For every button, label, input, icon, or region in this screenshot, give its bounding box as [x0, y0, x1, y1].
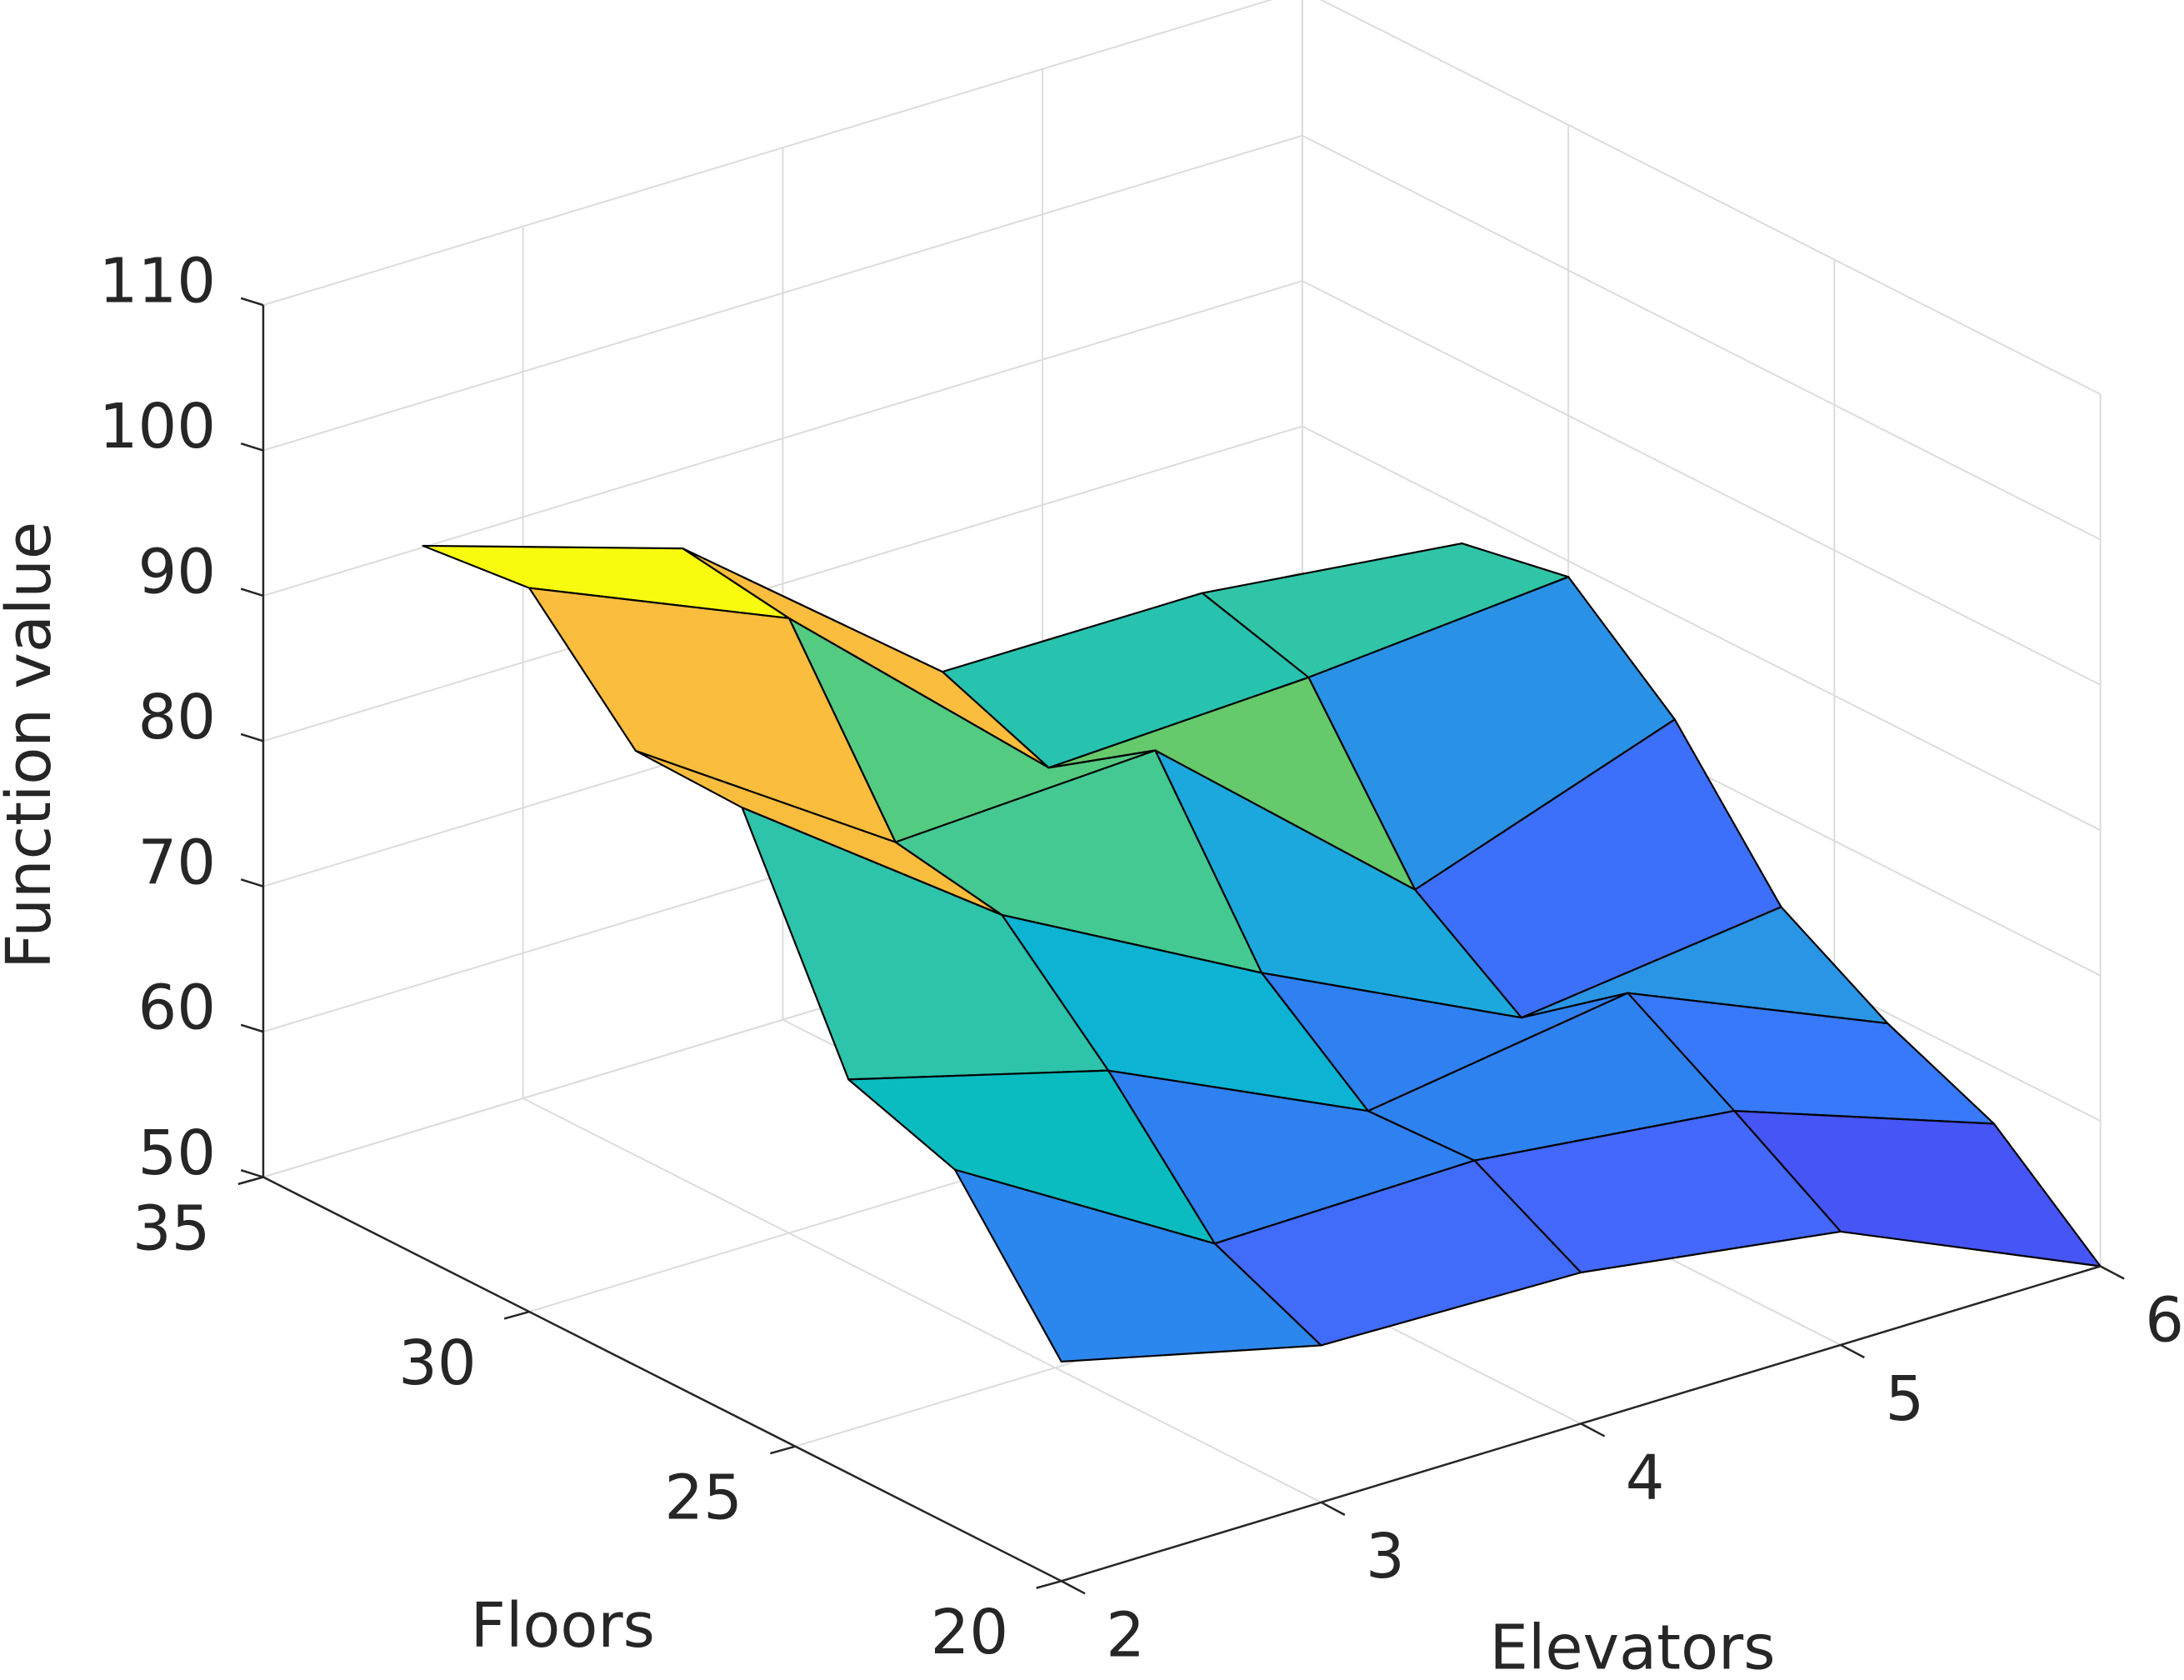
- surface-face: [953, 1168, 1322, 1363]
- x-tick-label: 6: [2145, 1286, 2184, 1357]
- x-tick-label: 3: [1366, 1522, 1405, 1592]
- z-axis-label: Function value: [0, 522, 65, 969]
- x-tick-label: 5: [1885, 1364, 1924, 1435]
- z-tick-label: 100: [99, 392, 216, 462]
- y-axis-label: Floors: [471, 1591, 655, 1662]
- y-tick-label: 30: [398, 1328, 477, 1399]
- grid-line: [522, 1098, 1322, 1503]
- axes: 50 60 70 80 90 100 110 20 25 30 35 2 3 4 5 6: [99, 247, 2184, 1672]
- z-tick-label: 60: [138, 973, 217, 1044]
- z-tick-label: 70: [138, 828, 217, 898]
- z-tick: [240, 1023, 264, 1033]
- x-tick-label: 2: [1106, 1600, 1145, 1671]
- z-tick-label: 110: [99, 247, 216, 318]
- x-tick-label: 4: [1626, 1443, 1665, 1514]
- z-tick-label: 90: [138, 538, 217, 608]
- x-tick: [2100, 1265, 2125, 1280]
- z-tick-label: 80: [138, 682, 217, 753]
- y-tick: [503, 1310, 530, 1320]
- grid-line: [1302, 425, 2102, 832]
- y-tick: [237, 1176, 264, 1186]
- surface: [422, 542, 2102, 1363]
- grid-line: [1319, 0, 2102, 395]
- x-tick: [1580, 1422, 1606, 1438]
- x-axis-label: Elevators: [1490, 1613, 1776, 1680]
- z-tick: [240, 1168, 264, 1178]
- z-tick: [240, 878, 264, 888]
- y-tick-label: 35: [132, 1193, 211, 1264]
- z-tick: [240, 588, 264, 598]
- y-tick: [1036, 1580, 1062, 1589]
- y-axis-line: [262, 1176, 1062, 1582]
- z-tick-label: 50: [138, 1118, 217, 1189]
- x-tick: [1320, 1501, 1346, 1516]
- grid-line: [1302, 280, 2102, 686]
- y-tick: [770, 1445, 796, 1455]
- grid-line: [1302, 134, 2102, 541]
- z-tick: [240, 297, 264, 307]
- x-axis-line: [1061, 1265, 2102, 1582]
- y-tick-label: 20: [931, 1598, 1009, 1668]
- z-tick: [240, 442, 264, 452]
- y-tick-label: 25: [664, 1463, 742, 1534]
- z-tick: [240, 732, 264, 742]
- x-tick: [1061, 1580, 1086, 1595]
- x-tick: [1840, 1343, 1865, 1359]
